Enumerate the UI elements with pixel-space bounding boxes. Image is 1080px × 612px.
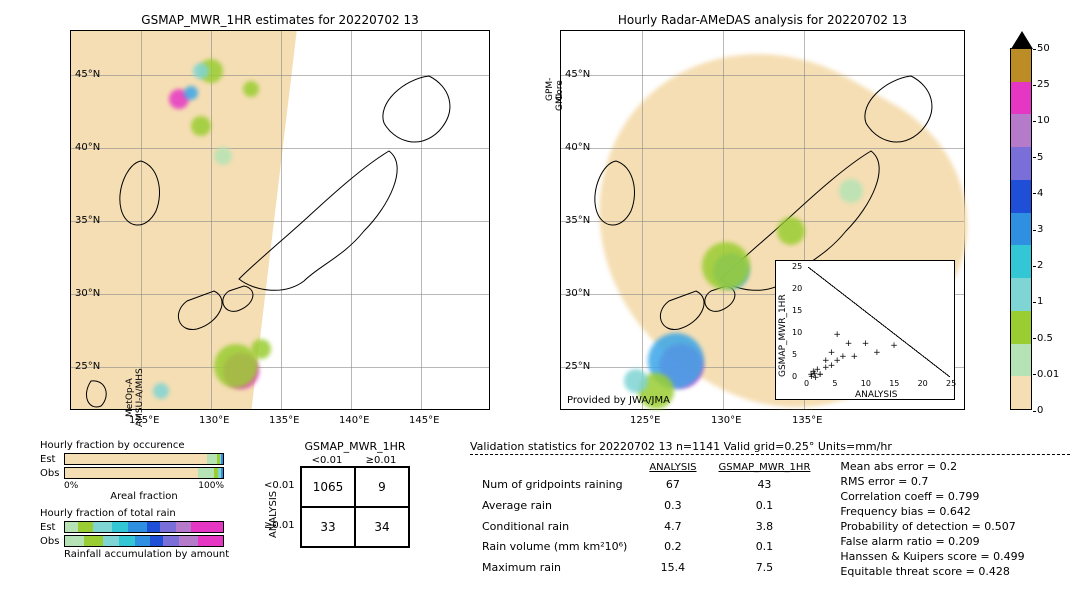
lon-tick: 130°E [711, 415, 741, 426]
colorbar-tick: 50 [1037, 43, 1050, 54]
stat-val: 43 [709, 475, 821, 494]
precip-blob [839, 179, 863, 203]
stat-val: 0.2 [639, 537, 706, 556]
colorbar-over-triangle [1011, 31, 1033, 49]
bottom-panel: Hourly fraction by occurenceEstObs0%100%… [40, 440, 1040, 560]
metric-line: Frequency bias = 0.642 [840, 504, 1024, 519]
ct-cell: 1065 [301, 467, 355, 507]
colorbar-tick: 25 [1037, 79, 1050, 90]
colorbar-tick: 1 [1037, 296, 1043, 307]
provided-by: Provided by JWA/JMA [567, 395, 670, 406]
stat-val: 0.3 [639, 496, 706, 515]
metric-line: False alarm ratio = 0.209 [840, 534, 1024, 549]
stat-val: 15.4 [639, 558, 706, 577]
precip-blob [191, 116, 211, 136]
frac-bar [64, 467, 224, 479]
contingency-table: GSMAP_MWR_1HR<0.01≥0.01106593334ANALYSIS… [300, 440, 410, 548]
stat-val: 3.8 [709, 517, 821, 536]
colorbar-tick: 10 [1037, 115, 1050, 126]
precip-blob [193, 63, 209, 79]
stat-key: Num of gridpoints raining [472, 475, 637, 494]
stat-val: 0.1 [709, 537, 821, 556]
precip-blob [214, 147, 232, 165]
colorbar-tick: 4 [1037, 188, 1043, 199]
precip-blob [153, 383, 169, 399]
frac-bar [64, 453, 224, 465]
stat-val: 0.1 [709, 496, 821, 515]
precip-blob [624, 369, 648, 393]
lon-tick: 140°E [339, 415, 369, 426]
precip-blob [251, 339, 271, 359]
lon-tick: 135°E [792, 415, 822, 426]
validation-stats: Validation statistics for 20220702 13 n=… [470, 440, 1070, 579]
inset-xlabel: ANALYSIS [855, 390, 897, 400]
stats-metrics: Mean abs error = 0.2RMS error = 0.7Corre… [840, 459, 1024, 579]
lon-tick: 135°E [269, 415, 299, 426]
stat-key: Maximum rain [472, 558, 637, 577]
precip-blob [184, 86, 198, 100]
metric-line: Equitable threat score = 0.428 [840, 564, 1024, 579]
ct-cell: 9 [355, 467, 409, 507]
colorbar-tick: 0 [1037, 405, 1043, 416]
frac-row-label: Obs [40, 468, 64, 479]
colorbar-tick: 0.01 [1037, 369, 1059, 380]
ct-cell: 34 [355, 507, 409, 547]
colorbar-tick: 2 [1037, 260, 1043, 271]
precip-blob [777, 217, 805, 245]
inset-ylabel: GSMAP_MWR_1HR [778, 294, 788, 377]
map-left: GSMAP_MWR_1HR estimates for 20220702 131… [70, 30, 490, 410]
map-title: Hourly Radar-AMeDAS analysis for 2022070… [561, 13, 964, 27]
metric-line: Mean abs error = 0.2 [840, 459, 1024, 474]
stats-table: ANALYSISGSMAP_MWR_1HRNum of gridpoints r… [470, 459, 822, 579]
precip-blob [243, 81, 259, 97]
sat-label: AMSU-A/MHS [135, 368, 145, 427]
colorbar-tick: 3 [1037, 224, 1043, 235]
ct-cell: 33 [301, 507, 355, 547]
frac-row-label: Est [40, 454, 64, 465]
metric-line: Hanssen & Kuipers score = 0.499 [840, 549, 1024, 564]
map-title: GSMAP_MWR_1HR estimates for 20220702 13 [71, 13, 489, 27]
precip-blob [702, 242, 750, 290]
metric-line: RMS error = 0.7 [840, 474, 1024, 489]
colorbar-tick: 0.5 [1037, 333, 1053, 344]
coastline [71, 31, 491, 411]
lon-tick: 125°E [630, 415, 660, 426]
colorbar-tick: 5 [1037, 152, 1043, 163]
stats-title: Validation statistics for 20220702 13 n=… [470, 440, 1070, 453]
stat-val: 4.7 [639, 517, 706, 536]
metric-line: Correlation coeff = 0.799 [840, 489, 1024, 504]
stat-key: Average rain [472, 496, 637, 515]
sat-label: MetOp-A [125, 378, 135, 417]
stat-key: Rain volume (mm km²10⁶) [472, 537, 637, 556]
lon-tick: 130°E [199, 415, 229, 426]
stat-val: 7.5 [709, 558, 821, 577]
stat-val: 67 [639, 475, 706, 494]
colorbar: 00.010.512345102550 [1010, 48, 1032, 410]
lon-tick: 145°E [409, 415, 439, 426]
stat-key: Conditional rain [472, 517, 637, 536]
metric-line: Probability of detection = 0.507 [840, 519, 1024, 534]
scatter-inset: ++++++++++++++++++++00551010151520202525… [775, 260, 955, 400]
fraction-block: Hourly fraction by occurenceEstObs0%100%… [40, 440, 250, 560]
